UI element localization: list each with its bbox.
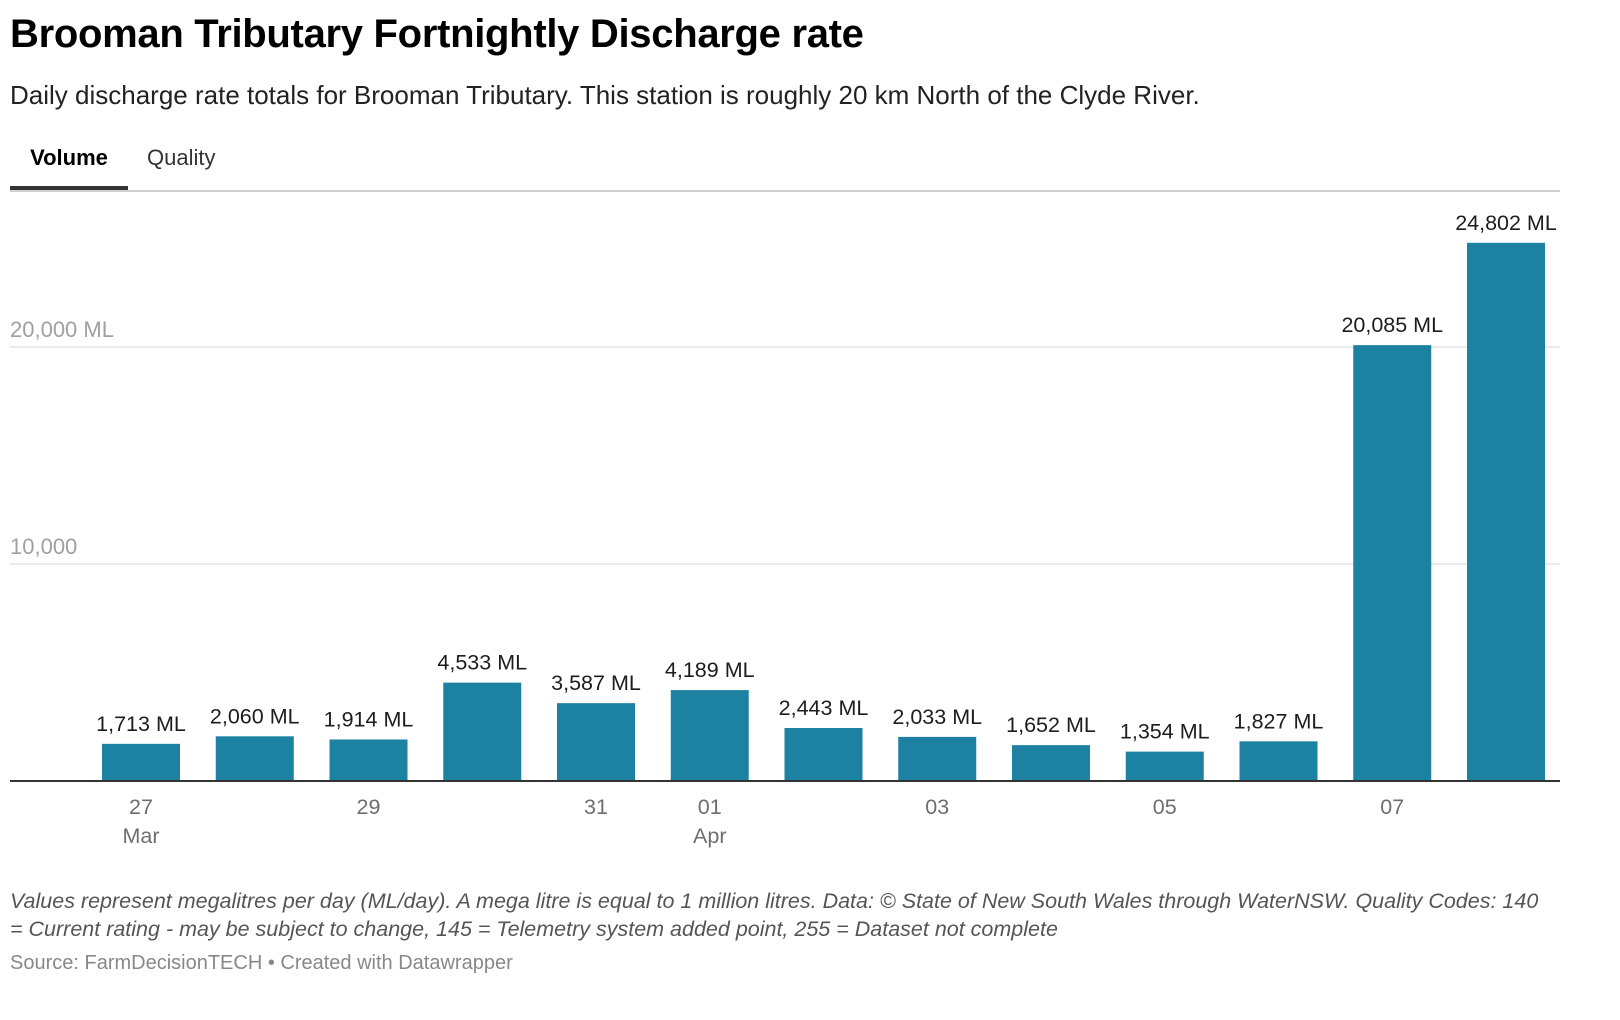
- x-tick-label: 07: [1380, 795, 1404, 819]
- bar: [898, 736, 977, 781]
- bar-value-label: 2,033 ML: [892, 705, 982, 729]
- x-tick-label: 01: [698, 795, 722, 819]
- chart-title: Brooman Tributary Fortnightly Discharge …: [10, 12, 864, 56]
- x-tick-label: 29: [357, 795, 381, 819]
- bar-value-label: 1,713 ML: [96, 712, 186, 736]
- bar: [1239, 741, 1318, 781]
- bar: [1467, 242, 1545, 781]
- bar-value-label: 1,827 ML: [1234, 709, 1324, 733]
- x-tick-label: 31: [584, 795, 608, 819]
- bar: [670, 690, 749, 781]
- x-tick-sublabel: Apr: [693, 824, 726, 848]
- bar: [443, 682, 522, 781]
- bar: [1012, 745, 1090, 781]
- chart-source: Source: FarmDecisionTECH • Created with …: [10, 952, 513, 974]
- bar-value-label: 2,443 ML: [779, 696, 869, 720]
- bar: [557, 703, 635, 781]
- chart-subtitle: Daily discharge rate totals for Brooman …: [10, 80, 1200, 110]
- bar-value-label: 20,085 ML: [1341, 313, 1443, 337]
- bar-value-label: 2,060 ML: [210, 704, 300, 728]
- bar: [329, 739, 408, 781]
- bar-value-label: 3,587 ML: [551, 671, 641, 695]
- bar: [1353, 345, 1432, 781]
- y-tick-label: 20,000 ML: [10, 317, 114, 342]
- y-tick-label: 10,000: [10, 534, 77, 559]
- bar: [784, 727, 863, 781]
- bar-value-label: 4,533 ML: [437, 651, 527, 675]
- bar-value-label: 1,914 ML: [324, 707, 414, 731]
- x-tick-label: 27: [129, 795, 153, 819]
- bar-chart: 10,000 20,000 ML 1,713 ML 2,060 ML 1,914 ML 4…: [10, 211, 1560, 848]
- x-tick-label: 05: [1153, 795, 1177, 819]
- bar: [102, 743, 180, 781]
- tab-bar: Volume Quality: [10, 138, 1560, 192]
- bar-value-label: 1,652 ML: [1006, 713, 1096, 737]
- bar-value-label: 24,802 ML: [1455, 211, 1557, 235]
- tab-volume[interactable]: Volume: [10, 144, 128, 190]
- x-tick-sublabel: Mar: [122, 824, 159, 848]
- chart-notes: Values represent megalitres per day (ML/…: [10, 889, 1539, 941]
- bar: [1125, 751, 1204, 781]
- bar-value-label: 4,189 ML: [665, 658, 755, 682]
- x-tick-label: 03: [925, 795, 949, 819]
- bar-value-label: 1,354 ML: [1120, 720, 1210, 744]
- bar: [215, 736, 294, 781]
- tab-quality[interactable]: Quality: [147, 145, 216, 170]
